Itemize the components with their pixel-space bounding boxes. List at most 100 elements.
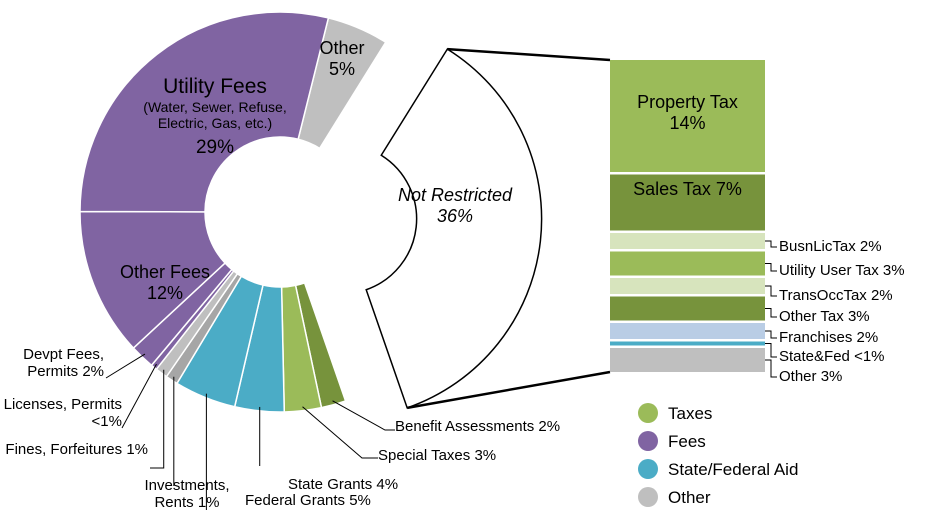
annotation: (Water, Sewer, Refuse, Electric, Gas, et…: [143, 99, 287, 132]
label-name: Property Tax: [637, 92, 738, 112]
leader-line: [765, 330, 777, 339]
label-value: 2%: [82, 363, 104, 381]
label-value: 3%: [847, 308, 870, 325]
legend-swatch: [638, 403, 658, 423]
label-name: Special Taxes: [378, 447, 471, 464]
slice-label: Fines, Forfeitures 1%: [0, 441, 148, 458]
pie-slice: [365, 48, 543, 409]
label-name: Utility Fees: [163, 75, 267, 98]
pie-slice: [79, 210, 227, 350]
label-name: Fines, Forfeitures: [5, 441, 123, 458]
bar-segment: [610, 348, 765, 372]
label-value: 3%: [882, 262, 905, 279]
label-value: 3%: [820, 368, 843, 385]
label-name: Other Tax: [779, 308, 844, 325]
label-name: State&Fed: [779, 348, 850, 365]
leader-line: [765, 240, 777, 248]
leader-line: [332, 400, 395, 431]
leader-line: [765, 308, 777, 318]
slice-label: Not Restricted 36%: [395, 185, 515, 226]
slice-label: State Grants 4%: [288, 476, 448, 493]
segment-label: Property Tax 14%: [620, 92, 755, 133]
label-name: Benefit Assessments: [395, 418, 535, 435]
label-name: BusnLicTax: [779, 238, 856, 255]
slice-label: Special Taxes 3%: [378, 447, 558, 464]
label-value: 1%: [197, 494, 220, 512]
label-value: 36%: [436, 205, 474, 226]
label-value: <1%: [91, 413, 122, 431]
bar-segment: [610, 174, 765, 231]
slice-label: Devpt Fees, Permits 2%: [0, 346, 104, 381]
label-name: Other: [319, 38, 365, 58]
bar-segment: [610, 60, 765, 172]
segment-label: TransOccTax 2%: [779, 287, 926, 304]
label-value: 12%: [146, 282, 184, 303]
label-name: Franchises: [779, 329, 853, 346]
legend-label: State/Federal Aid: [668, 460, 798, 479]
label-name: Federal Grants: [245, 492, 346, 509]
slice-label: Licenses, Permits <1%: [0, 396, 122, 431]
pie-slice: [297, 17, 387, 150]
label-value: 5%: [328, 58, 355, 79]
label-value: 3%: [474, 447, 497, 464]
label-name: Not Restricted: [397, 185, 513, 205]
label-name: Other Fees: [119, 262, 211, 282]
legend-swatch: [638, 431, 658, 451]
label-name: State Grants: [288, 476, 373, 493]
leader-line: [765, 343, 777, 358]
leader-line: [302, 406, 378, 459]
connector-line: [406, 370, 611, 410]
segment-label: Other 3%: [779, 368, 926, 385]
legend-swatch: [638, 487, 658, 507]
label-name: Devpt Fees, Permits: [23, 346, 104, 381]
slice-label: Federal Grants 5%: [245, 492, 445, 509]
label-value: <1%: [854, 348, 885, 365]
legend-label: Other: [668, 488, 711, 507]
label-value: 4%: [376, 476, 399, 493]
segment-label: BusnLicTax 2%: [779, 238, 926, 255]
label-name: Other: [779, 368, 817, 385]
leader-line: [121, 363, 157, 429]
bar-segment: [610, 233, 765, 249]
legend-label: Fees: [668, 432, 706, 451]
slice-label: Benefit Assessments 2%: [395, 418, 635, 435]
bar-segment: [610, 251, 765, 276]
slice-label: Utility Fees (Water, Sewer, Refuse, Elect…: [120, 75, 310, 159]
label-value: 29%: [195, 137, 235, 159]
connector-line: [447, 47, 611, 62]
label-value: 7%: [715, 178, 742, 199]
slice-label: Other Fees 12%: [100, 262, 230, 303]
bar-segment: [610, 341, 765, 346]
segment-label: Franchises 2%: [779, 329, 926, 346]
bar-segment: [610, 323, 765, 339]
segment-label: State&Fed <1%: [779, 348, 926, 365]
legend-swatch: [638, 459, 658, 479]
leader-line: [765, 285, 777, 297]
segment-label: Utility User Tax 3%: [779, 262, 926, 279]
bar-segment: [610, 278, 765, 294]
label-value: 2%: [859, 238, 882, 255]
label-name: Licenses, Permits: [3, 396, 122, 413]
leader-line: [765, 359, 777, 378]
leader-line: [105, 353, 146, 379]
segment-label: Other Tax 3%: [779, 308, 926, 325]
label-value: 5%: [349, 492, 371, 509]
label-name: TransOccTax: [779, 287, 867, 304]
label-value: 2%: [870, 287, 893, 304]
pie-slice: [79, 11, 330, 213]
label-value: 14%: [669, 112, 706, 133]
label-value: 1%: [126, 441, 148, 458]
label-value: 2%: [856, 329, 879, 346]
label-name: Sales Tax: [633, 178, 711, 199]
slice-label: Investments, Rents 1%: [128, 477, 246, 512]
slice-label: Other 5%: [310, 38, 374, 79]
label-name: Investments, Rents: [144, 477, 230, 512]
label-name: Utility User Tax: [779, 262, 879, 279]
leader-line: [765, 263, 777, 272]
legend-label: Taxes: [668, 404, 712, 423]
leader-line: [150, 369, 165, 469]
bar-segment: [610, 296, 765, 321]
segment-label: Sales Tax 7%: [620, 179, 755, 200]
